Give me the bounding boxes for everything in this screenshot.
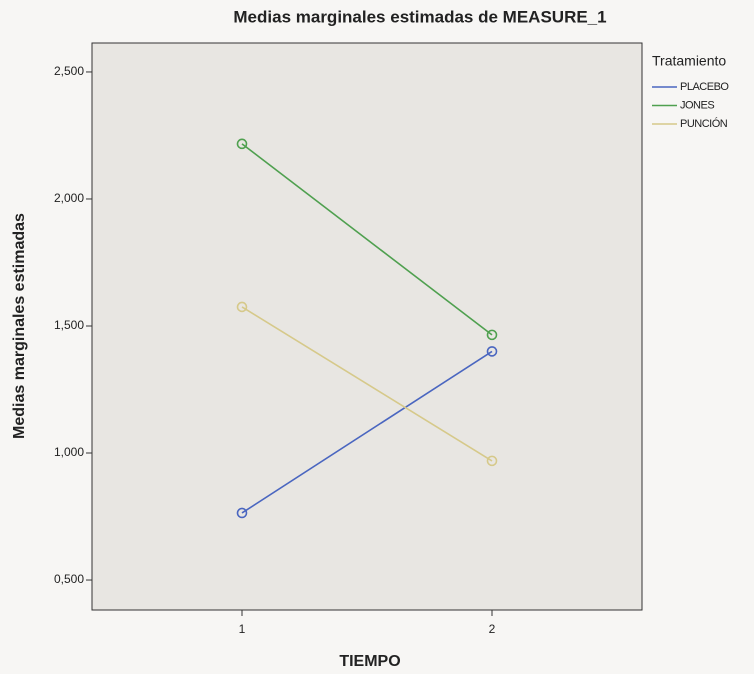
- x-axis-label: TIEMPO: [339, 653, 400, 670]
- y-tick-label: 2,000: [54, 191, 84, 205]
- legend-label: PLACEBO: [680, 81, 729, 93]
- y-tick-label: 1,500: [54, 318, 84, 332]
- y-tick-label: 1,000: [54, 445, 84, 459]
- legend-title: Tratamiento: [652, 53, 726, 69]
- chart: Medias marginales estimadas de MEASURE_1…: [0, 0, 754, 674]
- y-tick-label: 2,500: [54, 64, 84, 78]
- x-tick-label: 1: [239, 622, 246, 636]
- chart-title: Medias marginales estimadas de MEASURE_1: [233, 7, 606, 26]
- x-tick-label: 2: [489, 622, 496, 636]
- legend-label: PUNCIÓN: [680, 117, 728, 130]
- plot-area: [92, 43, 642, 610]
- y-tick-label: 0,500: [54, 572, 84, 586]
- legend-label: JONES: [680, 99, 714, 111]
- y-axis-label: Medias marginales estimadas: [11, 213, 28, 439]
